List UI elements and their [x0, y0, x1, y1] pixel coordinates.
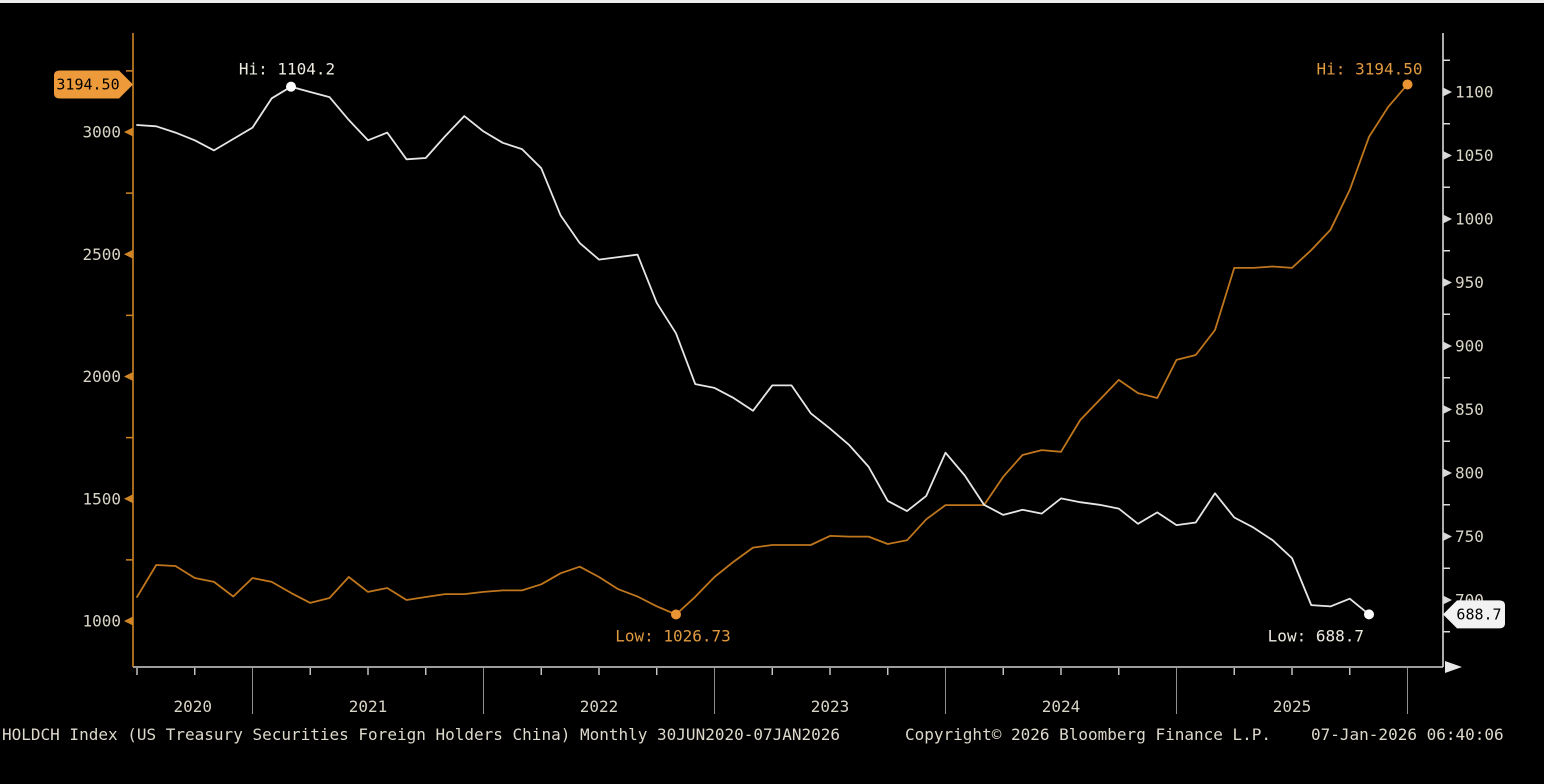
- right-tag-shape: [1443, 600, 1505, 629]
- right-axis-major-tick: [1443, 151, 1452, 160]
- orange-series-left-scale-line: [136, 83, 1409, 616]
- left-axis-current-value-tag: 3194.50: [54, 70, 133, 99]
- x-axis-year-label: 2020: [173, 697, 212, 716]
- holdch-series-right-scale-low-annotation: Low: 688.7: [1268, 626, 1364, 645]
- left-axis-tick-label: 2000: [82, 367, 121, 386]
- left-axis-tick-label: 3000: [82, 123, 121, 142]
- left-axis-major-tick: [124, 372, 133, 381]
- orange-series-left-scale-hi-marker: [1402, 79, 1413, 90]
- left-axis-tick-label: 2500: [82, 245, 121, 264]
- right-axis-tick-label: 800: [1455, 464, 1484, 483]
- right-axis-major-tick: [1443, 595, 1452, 605]
- footer-copyright: Copyright© 2026 Bloomberg Finance L.P.: [905, 725, 1272, 744]
- right-axis-major-tick: [1443, 214, 1452, 224]
- right-axis-tick-label: 1100: [1455, 83, 1494, 102]
- left-axis-major-tick: [124, 494, 133, 504]
- orange-series-left-scale-low-marker: [671, 609, 681, 620]
- right-axis-major-tick: [1443, 278, 1452, 287]
- holdch-series-right-scale-line: [136, 85, 1370, 616]
- right-axis-tick-label: 750: [1455, 527, 1484, 546]
- right-axis-tick-label: 900: [1455, 337, 1484, 356]
- right-axis-current-value-tag: 688.7: [1443, 600, 1505, 629]
- right-axis-major-tick: [1443, 341, 1452, 351]
- x-axis-year-label: 2022: [580, 697, 619, 716]
- orange-series-left-scale-hi-annotation: Hi: 3194.50: [1317, 59, 1423, 78]
- right-axis-major-tick: [1443, 532, 1452, 541]
- chart-footer: HOLDCH Index (US Treasury Securities For…: [0, 722, 1544, 748]
- holdch-series-right-scale-hi-annotation: Hi: 1104.2: [239, 60, 335, 79]
- right-axis-major-tick: [1443, 87, 1452, 97]
- right-axis-major-tick: [1443, 468, 1452, 478]
- right-axis-tick-label: 1000: [1455, 210, 1494, 229]
- left-tag-value: 3194.50: [56, 76, 119, 94]
- left-axis-major-tick: [124, 616, 133, 626]
- x-axis-year-label: 2021: [349, 697, 388, 716]
- right-axis-tick-label: 1050: [1455, 146, 1494, 165]
- right-tag-value: 688.7: [1456, 606, 1501, 624]
- x-axis-year-label: 2023: [811, 697, 850, 716]
- window-top-border: [0, 0, 1544, 3]
- x-axis-arrow-icon: [1445, 661, 1462, 673]
- x-axis-year-label: 2024: [1042, 697, 1081, 716]
- orange-series-left-scale-low-annotation: Low: 1026.73: [615, 626, 731, 645]
- holdch-series-right-scale-low-marker: [1364, 609, 1374, 620]
- holdch-series-right-scale-hi-marker: [286, 81, 296, 92]
- left-axis-major-tick: [124, 249, 133, 259]
- left-tag-shape: [54, 70, 133, 99]
- left-axis-major-tick: [124, 127, 133, 137]
- right-axis-major-tick: [1443, 405, 1452, 414]
- left-axis-tick-label: 1000: [82, 612, 121, 631]
- left-axis-tick-label: 1500: [82, 489, 121, 508]
- right-axis-tick-label: 850: [1455, 400, 1484, 419]
- footer-datetime: 07-Jan-2026 06:40:06: [1311, 725, 1504, 744]
- right-axis-tick-label: 950: [1455, 273, 1484, 292]
- footer-security-description: HOLDCH Index (US Treasury Securities For…: [2, 725, 841, 744]
- plot-area[interactable]: [133, 33, 1443, 667]
- x-axis-year-label: 2025: [1273, 697, 1312, 716]
